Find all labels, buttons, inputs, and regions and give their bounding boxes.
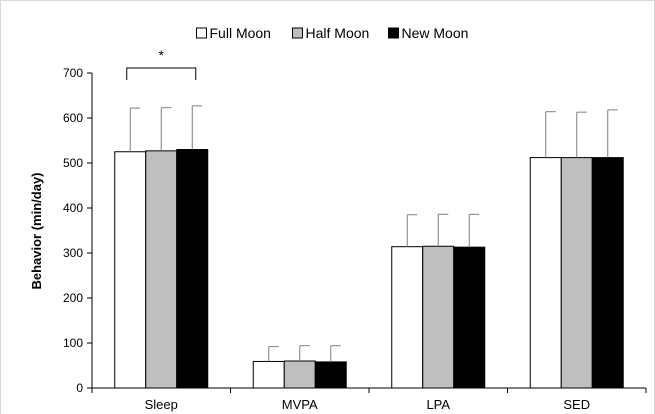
legend-swatch-full-moon: [196, 27, 207, 39]
y-tick-label: 0: [76, 381, 83, 395]
bar-full-moon: [529, 157, 562, 389]
bar-new-moon: [176, 149, 209, 389]
x-tick-label: MVPA: [282, 397, 318, 412]
x-tick-label: SED: [563, 397, 590, 412]
bar-new-moon: [453, 246, 486, 389]
bar-full-moon: [114, 151, 147, 389]
bar-new-moon: [591, 157, 624, 389]
legend-label: New Moon: [402, 25, 469, 41]
y-tick-label: 500: [63, 156, 83, 170]
x-axis: Sleep MVPA LPA SED: [91, 387, 647, 412]
legend: Full Moon Half Moon New Moon: [196, 25, 469, 41]
bar-full-moon: [252, 360, 285, 389]
significance-bracket: [126, 67, 197, 80]
bar-half-moon: [283, 360, 316, 389]
y-tick-label: 400: [63, 201, 83, 215]
annotations: *: [126, 47, 197, 80]
bar-half-moon: [145, 150, 178, 389]
bar-new-moon: [314, 361, 347, 389]
y-tick-label: 700: [63, 66, 83, 80]
y-axis: 0 100 200 300 400 500 600 700: [63, 66, 93, 395]
x-tick-label: LPA: [426, 397, 450, 412]
x-tick-label: Sleep: [145, 397, 178, 412]
y-tick-label: 100: [63, 336, 83, 350]
y-axis-label: Behavior (min/day): [29, 172, 44, 289]
y-tick-label: 600: [63, 111, 83, 125]
bar-half-moon: [560, 157, 593, 389]
legend-label: Half Moon: [306, 25, 370, 41]
legend-swatch-new-moon: [388, 27, 399, 39]
error-bars: [129, 105, 618, 362]
bar-half-moon: [422, 245, 455, 389]
legend-label: Full Moon: [210, 25, 271, 41]
y-tick-label: 200: [63, 291, 83, 305]
bars: [114, 149, 624, 389]
bar-full-moon: [391, 246, 424, 389]
legend-swatch-half-moon: [292, 27, 303, 39]
y-tick-label: 300: [63, 246, 83, 260]
significance-star: *: [159, 47, 165, 63]
